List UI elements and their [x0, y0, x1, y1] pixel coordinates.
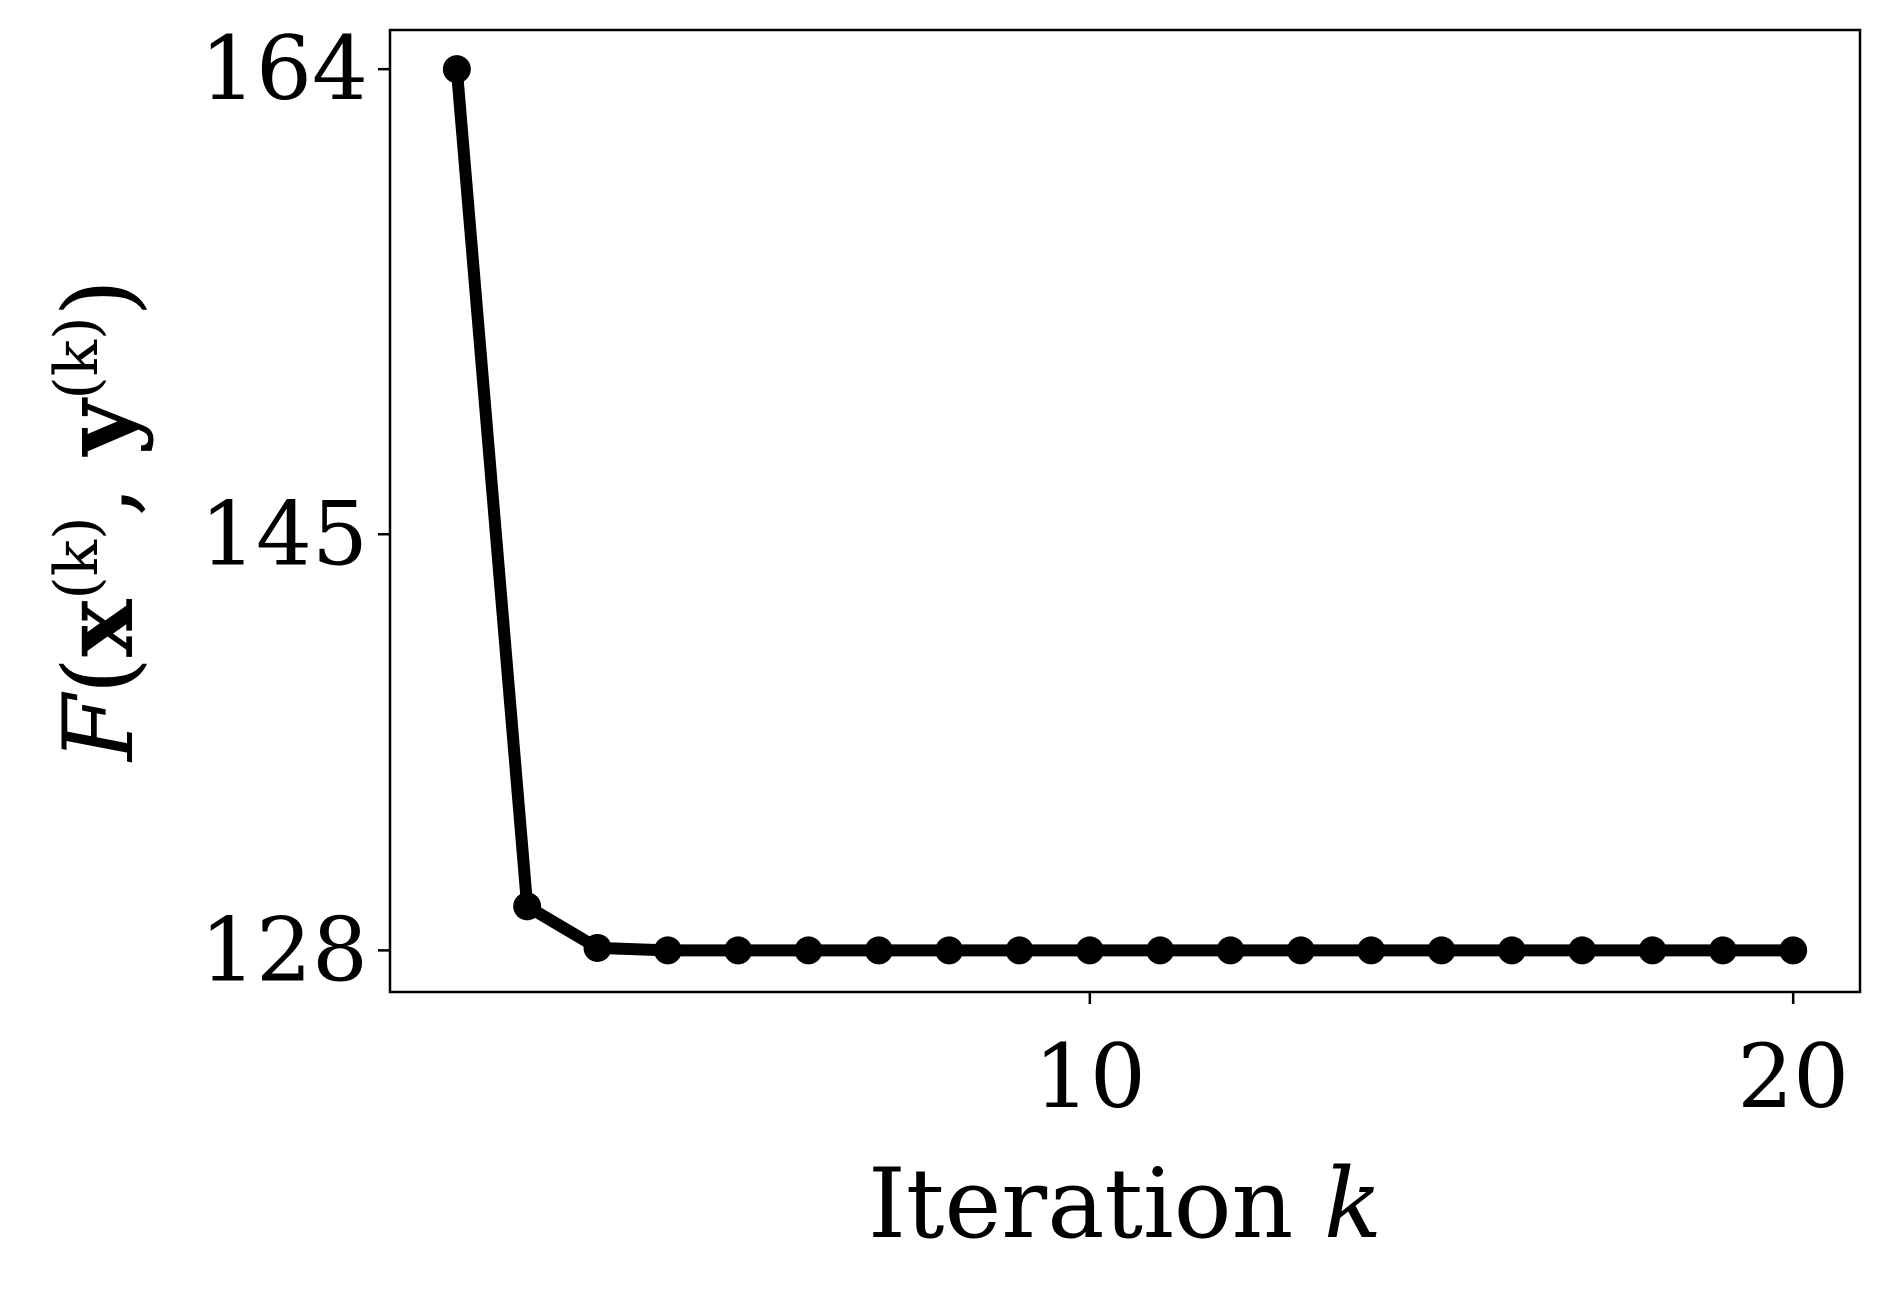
data-point — [1357, 936, 1386, 965]
x-axis-label: Iteration k — [868, 1148, 1382, 1260]
x-axis-label-text: Iteration — [868, 1148, 1293, 1260]
y-axis-label-y-var: y — [42, 396, 155, 457]
data-point — [1075, 936, 1104, 965]
data-point — [1708, 936, 1737, 965]
data-point — [1427, 936, 1456, 965]
y-axis-label-function: F — [43, 691, 155, 763]
data-point — [442, 55, 471, 84]
data-point — [1568, 936, 1597, 965]
y-axis-label-x-sup: (k) — [42, 516, 112, 599]
data-point — [794, 936, 823, 965]
data-point — [1638, 936, 1667, 965]
y-axis-label-x-var: x — [42, 599, 155, 657]
plot-area-frame — [388, 28, 1862, 994]
data-point — [1286, 936, 1315, 965]
data-point — [653, 936, 682, 965]
series-points — [442, 55, 1808, 965]
x-tick-label: 10 — [1034, 1025, 1146, 1128]
data-point — [1146, 936, 1175, 965]
data-point — [513, 892, 542, 921]
data-point — [1005, 936, 1034, 965]
y-tick-label: 145 — [200, 482, 368, 585]
data-point — [583, 933, 612, 962]
axis-ticks: 128 145 164 10 20 — [200, 17, 1849, 1128]
y-tick-label: 128 — [200, 898, 368, 1001]
y-axis-label: F(x(k), y(k)) — [42, 279, 155, 763]
data-point — [724, 936, 753, 965]
y-axis-label-y-sup: (k) — [42, 316, 112, 399]
x-tick-label: 20 — [1737, 1025, 1849, 1128]
data-point — [1779, 936, 1808, 965]
x-axis-label-variable: k — [1324, 1148, 1382, 1260]
data-point — [864, 936, 893, 965]
data-point — [1216, 936, 1245, 965]
y-tick-label: 164 — [200, 17, 368, 120]
data-point — [1497, 936, 1526, 965]
data-point — [935, 936, 964, 965]
